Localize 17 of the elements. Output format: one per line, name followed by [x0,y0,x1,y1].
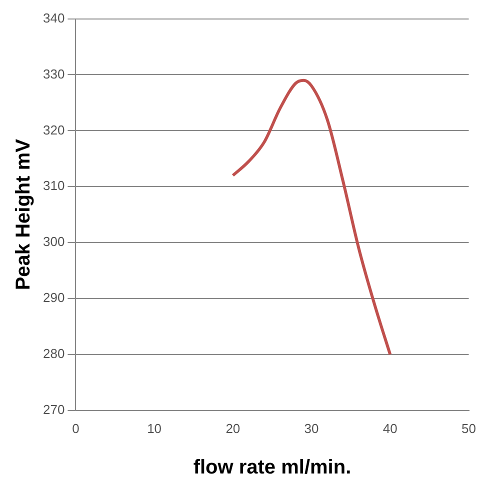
y-axis-title: Peak Height mV [12,138,35,290]
y-tick-label: 300 [42,234,65,250]
x-tick-label: 50 [462,420,476,436]
x-axis-title: flow rate ml/min. [193,456,352,479]
y-tick-label: 290 [42,290,65,306]
x-tick-label: 0 [72,420,80,436]
y-tick-label: 280 [42,346,65,362]
x-tick-label: 20 [226,420,240,436]
y-tick-label: 310 [42,178,65,194]
line-series [231,78,392,356]
x-tick-label: 30 [304,420,319,436]
x-tick-label: 40 [382,420,398,436]
y-tick-label: 320 [42,122,65,138]
x-tick-label: 10 [147,420,162,436]
y-tick-label: 270 [42,402,65,417]
y-tick-label: 330 [42,66,65,82]
y-tick-label: 340 [42,10,65,26]
